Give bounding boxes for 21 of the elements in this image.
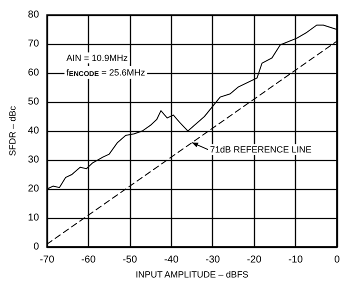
x-tick-label: -60: [81, 254, 96, 266]
x-tick-label: -50: [122, 254, 138, 266]
y-tick-label: 30: [28, 154, 40, 166]
y-tick-label: 80: [28, 10, 40, 20]
x-tick-label: -40: [164, 254, 179, 266]
x-tick-label: -20: [246, 254, 262, 266]
x-tick-label: -10: [288, 254, 304, 266]
y-tick-label: 50: [28, 96, 40, 108]
y-tick-label: 20: [28, 184, 40, 194]
y-tick-label: 70: [28, 38, 40, 50]
y-tick-label: 10: [28, 212, 40, 224]
x-axis-title: INPUT AMPLITUDE – dBFS: [136, 269, 248, 280]
x-tick-label: -70: [40, 254, 55, 266]
x-tick-label: 0: [334, 254, 340, 266]
y-tick-label: 0: [33, 242, 40, 252]
y-axis-title: SFDR – dBc: [8, 105, 18, 156]
annotation: AIN = 10.9MHz: [66, 52, 128, 63]
annotation: 71dB REFERENCE LINE: [210, 144, 312, 155]
y-tick-label: 60: [28, 68, 40, 78]
x-tick-label: -30: [206, 254, 220, 266]
y-tick-label: 40: [28, 126, 40, 136]
